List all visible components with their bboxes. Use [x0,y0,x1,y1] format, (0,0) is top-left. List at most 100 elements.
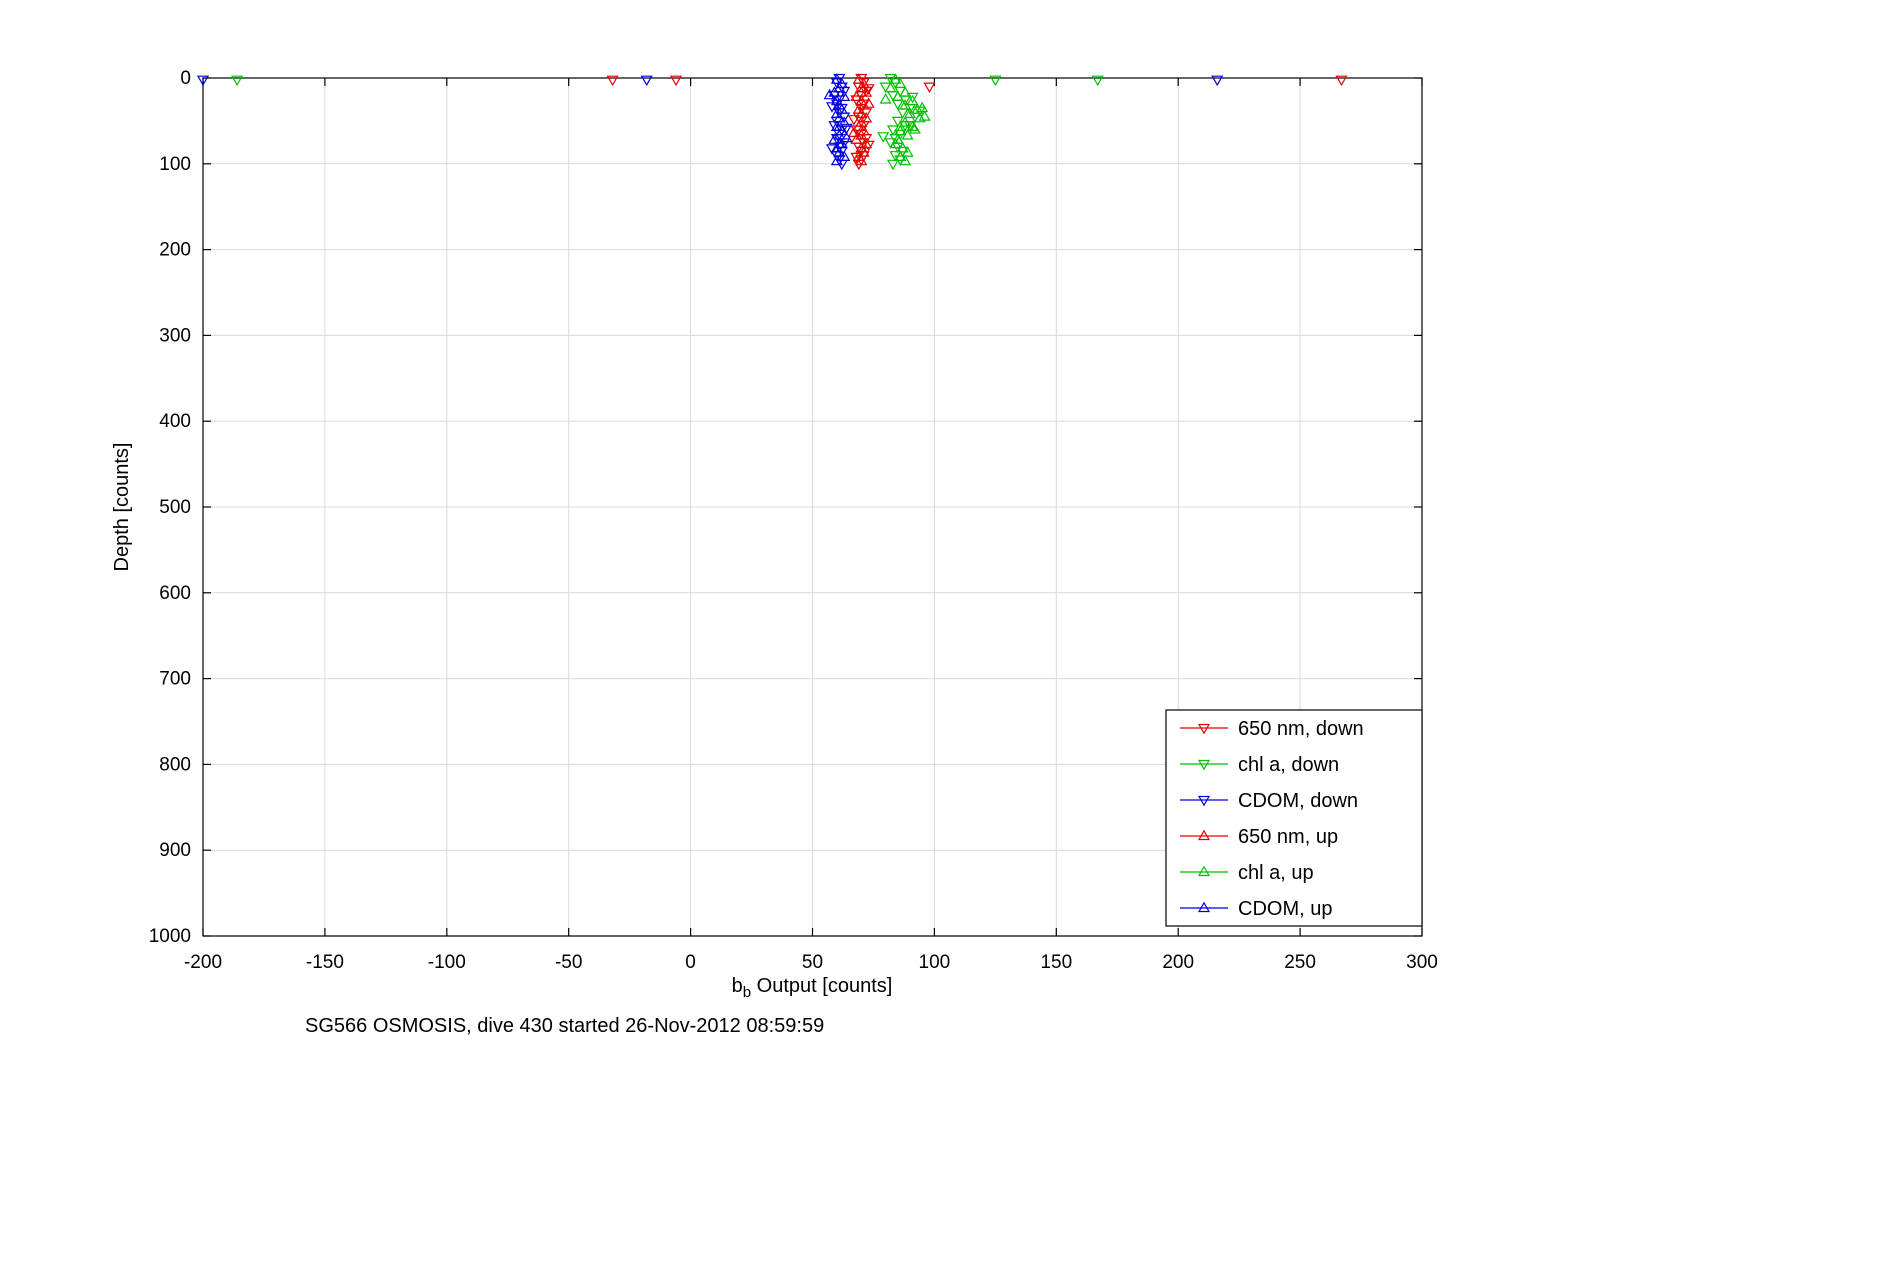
data-point [852,73,865,84]
data-point [825,102,839,113]
data-point [889,73,902,84]
data-point [913,111,926,123]
legend-marker-triangle-down [1197,759,1211,771]
x-tick-label: 100 [919,952,951,973]
data-point [640,75,653,87]
data-point [855,129,868,140]
legend-marker-triangle-up [1197,901,1211,913]
y-tick-label: 600 [159,583,191,604]
data-point [833,111,846,123]
legend-marker-triangle-up [1197,865,1211,877]
y-axis-label: Depth [counts] [111,443,133,572]
x-tick-label: 0 [685,952,696,973]
x-tick-label: 200 [1162,952,1194,973]
data-point [860,137,873,149]
data-point [901,129,914,140]
data-point [916,101,929,113]
data-point [894,77,907,89]
data-point [862,97,875,108]
y-tick-label: 0 [180,68,191,89]
data-point [899,116,912,127]
legend-label: CDOM, down [1238,790,1358,812]
x-tick-label: 150 [1040,952,1072,973]
data-point [830,120,843,132]
data-point [855,81,868,93]
data-point [852,120,865,132]
data-point [908,123,921,134]
data-point [923,82,936,94]
legend-label: chl a, down [1238,754,1339,776]
data-point [833,146,846,157]
data-point [833,129,846,140]
y-tick-label: 500 [159,497,191,518]
data-point [1091,75,1104,87]
data-point [840,123,853,135]
tick-label-layer: -200 -150 -100 -50 0 50 100 150 200 250 300 0 100 200… [149,68,1438,973]
legend-marker-triangle-down [1197,795,1211,807]
data-point [989,75,1002,87]
data-point [906,94,919,106]
data-point [838,116,851,127]
data-point [823,88,836,100]
data-point [669,75,683,87]
data-point [196,75,210,87]
y-tick-label: 900 [159,840,191,861]
data-point [860,111,873,123]
x-axis-label: bb Output [counts] [732,975,893,1001]
data-point [835,103,848,114]
data-point [860,86,873,97]
y-tick-label: 700 [159,669,191,690]
data-point [606,75,619,87]
tick-layer [202,77,1423,937]
x-tick-label: 300 [1406,952,1438,973]
data-point [833,81,846,93]
data-point [901,146,914,157]
legend-marker-triangle-down [1197,723,1211,735]
data-point [877,132,890,143]
data-point [828,86,841,97]
data-point [847,115,860,126]
data-point [830,73,843,84]
data-point [1211,75,1224,87]
data-point [850,133,863,144]
data-point [855,154,868,166]
figure-caption: SG566 OSMOSIS, dive 430 started 26-Nov-2… [305,1015,824,1037]
data-point [847,126,860,137]
x-tick-label: -50 [555,952,582,973]
data-point [906,120,919,132]
data-point [850,152,863,164]
data-point [850,90,863,102]
legend-label: 650 nm, down [1238,718,1364,740]
legend: 650 nm, down chl a, down CDOM, down 650 nm,… [1165,709,1423,927]
data-points-layer [196,73,1348,171]
data-point [884,81,897,93]
data-point [896,141,909,153]
y-tick-label: 1000 [149,926,191,947]
legend-label: chl a, up [1238,862,1314,884]
x-tick-label: -100 [428,952,466,973]
data-point [835,137,848,149]
data-point [899,99,912,110]
grid-layer [203,78,1422,936]
data-point [862,84,875,95]
data-point [840,131,853,143]
y-tick-label: 800 [159,754,191,775]
legend-label: CDOM, up [1238,898,1332,920]
data-point [918,110,931,121]
data-point [838,90,851,102]
data-point [894,150,907,161]
data-point [857,99,870,110]
y-tick-label: 300 [159,325,191,346]
data-point [828,133,841,144]
y-tick-label: 100 [159,154,191,175]
data-point [857,146,870,157]
y-tick-label: 200 [159,240,191,261]
x-tick-label: 50 [802,952,823,973]
data-point [862,140,875,152]
x-tick-label: -200 [184,952,222,973]
data-point [830,154,843,166]
data-point [879,93,892,104]
data-point [886,159,900,171]
data-point [899,154,912,166]
